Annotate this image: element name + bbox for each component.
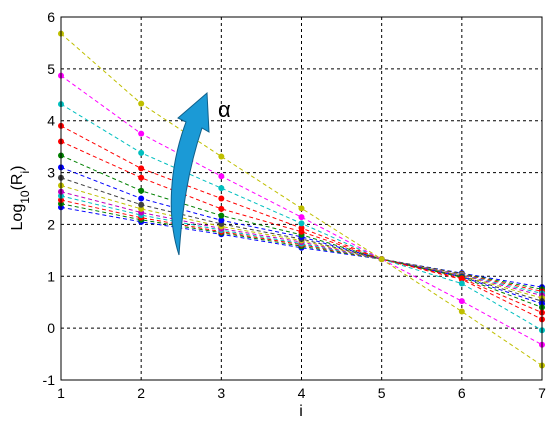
x-tick-label: 5	[378, 385, 386, 401]
y-axis-title-base: Log	[9, 204, 26, 231]
data-point	[138, 195, 145, 202]
y-tick-label: 5	[47, 61, 55, 77]
y-tick-label: 2	[47, 216, 55, 232]
data-point	[458, 280, 465, 287]
y-tick-label: 6	[47, 9, 55, 25]
data-point	[138, 165, 145, 172]
y-axis-title: Log10(Ri)	[9, 166, 32, 231]
data-point	[458, 276, 465, 283]
y-axis-title-close: )	[9, 166, 26, 171]
y-tick-label: 3	[47, 165, 55, 181]
data-point	[298, 225, 305, 232]
data-point	[138, 100, 145, 107]
y-tick-label: 4	[47, 113, 55, 129]
x-tick-label: 2	[137, 385, 145, 401]
x-tick-label: 6	[458, 385, 466, 401]
data-point	[138, 187, 145, 194]
data-point	[138, 174, 145, 181]
y-tick-label: 0	[47, 320, 55, 336]
data-point	[218, 173, 225, 180]
x-tick-label: 1	[57, 385, 65, 401]
alpha-arrow	[170, 91, 210, 256]
data-point	[218, 195, 225, 202]
x-tick-label: 7	[538, 385, 546, 401]
x-tick-label: 3	[217, 385, 225, 401]
data-point	[458, 308, 465, 315]
data-point	[298, 220, 305, 227]
data-point	[218, 217, 225, 224]
x-tick-label: 4	[298, 385, 306, 401]
y-tick-labels: -1 0 1 2 3 4 5 6	[43, 9, 56, 388]
data-point	[298, 205, 305, 212]
data-point	[458, 298, 465, 305]
y-tick-label: -1	[43, 372, 56, 388]
data-point	[378, 256, 385, 263]
data-point	[218, 185, 225, 192]
data-point	[138, 149, 145, 156]
data-point	[138, 130, 145, 137]
data-point	[218, 205, 225, 212]
data-point	[218, 153, 225, 160]
grid-lines	[60, 16, 543, 381]
y-tick-label: 1	[47, 268, 55, 284]
data-point	[138, 201, 145, 208]
x-tick-labels: 1 2 3 4 5 6 7	[57, 385, 546, 401]
alpha-arrow-shape	[170, 91, 210, 256]
series-14	[58, 30, 545, 369]
y-axis-title-open: (R	[9, 174, 26, 191]
data-point	[298, 214, 305, 221]
plot-frame	[60, 16, 543, 381]
x-axis-title: i	[299, 403, 303, 420]
data-point	[218, 212, 225, 219]
y-axis-title-sub1: 10	[18, 190, 32, 204]
y-axis-title-sub2: i	[18, 171, 32, 174]
data-point	[138, 205, 145, 212]
alpha-annotation: α	[218, 97, 231, 122]
